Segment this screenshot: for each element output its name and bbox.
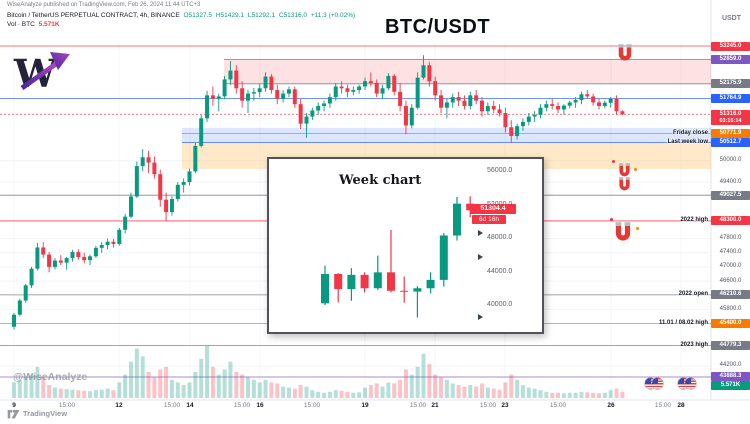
week-chart-inset: Week chart 51304.4 6d 16h 56000.0 52000.0… xyxy=(267,157,544,334)
ohlc-low: L51292.1 xyxy=(247,12,275,19)
level-name-label: Last week low xyxy=(667,139,708,146)
page-title: BTC/USDT xyxy=(384,16,491,38)
quote-currency-label: USDT xyxy=(721,15,741,22)
watermark: @WiseAnalyze xyxy=(13,371,88,383)
price-marker-icon xyxy=(478,313,483,320)
level-name-label: 2023 high xyxy=(680,341,708,348)
flag-icon xyxy=(645,378,656,389)
time-axis-label: 15:00 xyxy=(303,402,321,409)
time-axis-label: 21 xyxy=(431,402,439,409)
tradingview-logo[interactable]: TradingView xyxy=(7,408,67,419)
level-name-label: 2022 high xyxy=(680,217,708,224)
inset-price-tick: 52000.0 xyxy=(487,200,513,208)
sparkle-dot xyxy=(634,168,637,171)
tradingview-logo-text: TradingView xyxy=(23,409,68,418)
time-axis-label: 9 xyxy=(12,402,16,409)
volume-legend: Vol · BTC 5.571K xyxy=(7,21,60,28)
price-marker-icon xyxy=(478,254,483,261)
logo-letter-w: W xyxy=(14,51,57,96)
time-axis-label: 15:00 xyxy=(58,402,76,409)
magnet-icon xyxy=(617,44,633,62)
time-axis-label: 12 xyxy=(115,402,123,409)
flag-icon xyxy=(678,378,689,389)
sparkle-dot xyxy=(612,160,615,163)
logo-arrow-icon xyxy=(20,52,70,91)
time-axis-label: 28 xyxy=(677,402,685,409)
time-axis-label: 16 xyxy=(256,402,264,409)
inset-countdown-label: 6d 16h xyxy=(472,215,506,224)
time-axis-label: 15:00 xyxy=(479,402,497,409)
symbol-description: Bitcoin / TetherUS PERPETUAL CONTRACT, 4… xyxy=(7,12,180,19)
ohlc-open: O51327.5 xyxy=(183,12,213,19)
level-name-label: Friday close xyxy=(672,129,708,136)
time-axis-label: 15:00 xyxy=(233,402,251,409)
wiseanalyze-logo: W xyxy=(14,50,72,98)
price-marker-icon xyxy=(478,229,483,236)
inset-price-tick: 48000.0 xyxy=(487,234,513,241)
time-axis-label: 14 xyxy=(186,402,194,409)
time-axis-label: 15:00 xyxy=(549,402,567,409)
inset-last-price-label: 51304.4 xyxy=(470,204,516,214)
ohlc-high: H51429.1 xyxy=(215,12,245,19)
price-change: +11.3 (+0.02%) xyxy=(310,12,356,19)
volume-label: Vol · BTC xyxy=(7,21,35,28)
inset-price-tick: 40000.0 xyxy=(487,301,513,308)
sparkle-dot xyxy=(636,227,639,230)
symbol-legend: Bitcoin / TetherUS PERPETUAL CONTRACT, 4… xyxy=(7,12,355,19)
time-axis-label: 15:00 xyxy=(163,402,181,409)
time-axis-label: 23 xyxy=(501,402,509,409)
magnet-icon xyxy=(618,177,631,192)
flag-icon xyxy=(685,378,696,389)
time-axis-label: 26 xyxy=(607,402,615,409)
time-axis-label: 15:00 xyxy=(654,402,672,409)
magnet-icon xyxy=(618,163,631,178)
inset-price-tick: 56000.0 xyxy=(487,167,513,174)
level-name-label: 11.01 / 08.02 high xyxy=(658,320,708,327)
level-name-label: 2022 open xyxy=(678,291,708,298)
volume-value: 5.571K xyxy=(38,21,60,28)
time-axis-label: 19 xyxy=(361,402,369,409)
magnet-icon xyxy=(614,222,632,243)
time-axis-label: 15:00 xyxy=(409,402,427,409)
sparkle-dot xyxy=(610,218,613,221)
tradingview-logo-icon xyxy=(7,409,20,419)
flag-icon xyxy=(652,378,663,389)
inset-title: Week chart xyxy=(339,173,422,188)
attribution-text: WiseAnalyze published on TradingView.com… xyxy=(7,2,201,8)
inset-price-tick: 44000.0 xyxy=(487,267,513,275)
ohlc-close: C51316.0 xyxy=(278,12,308,19)
